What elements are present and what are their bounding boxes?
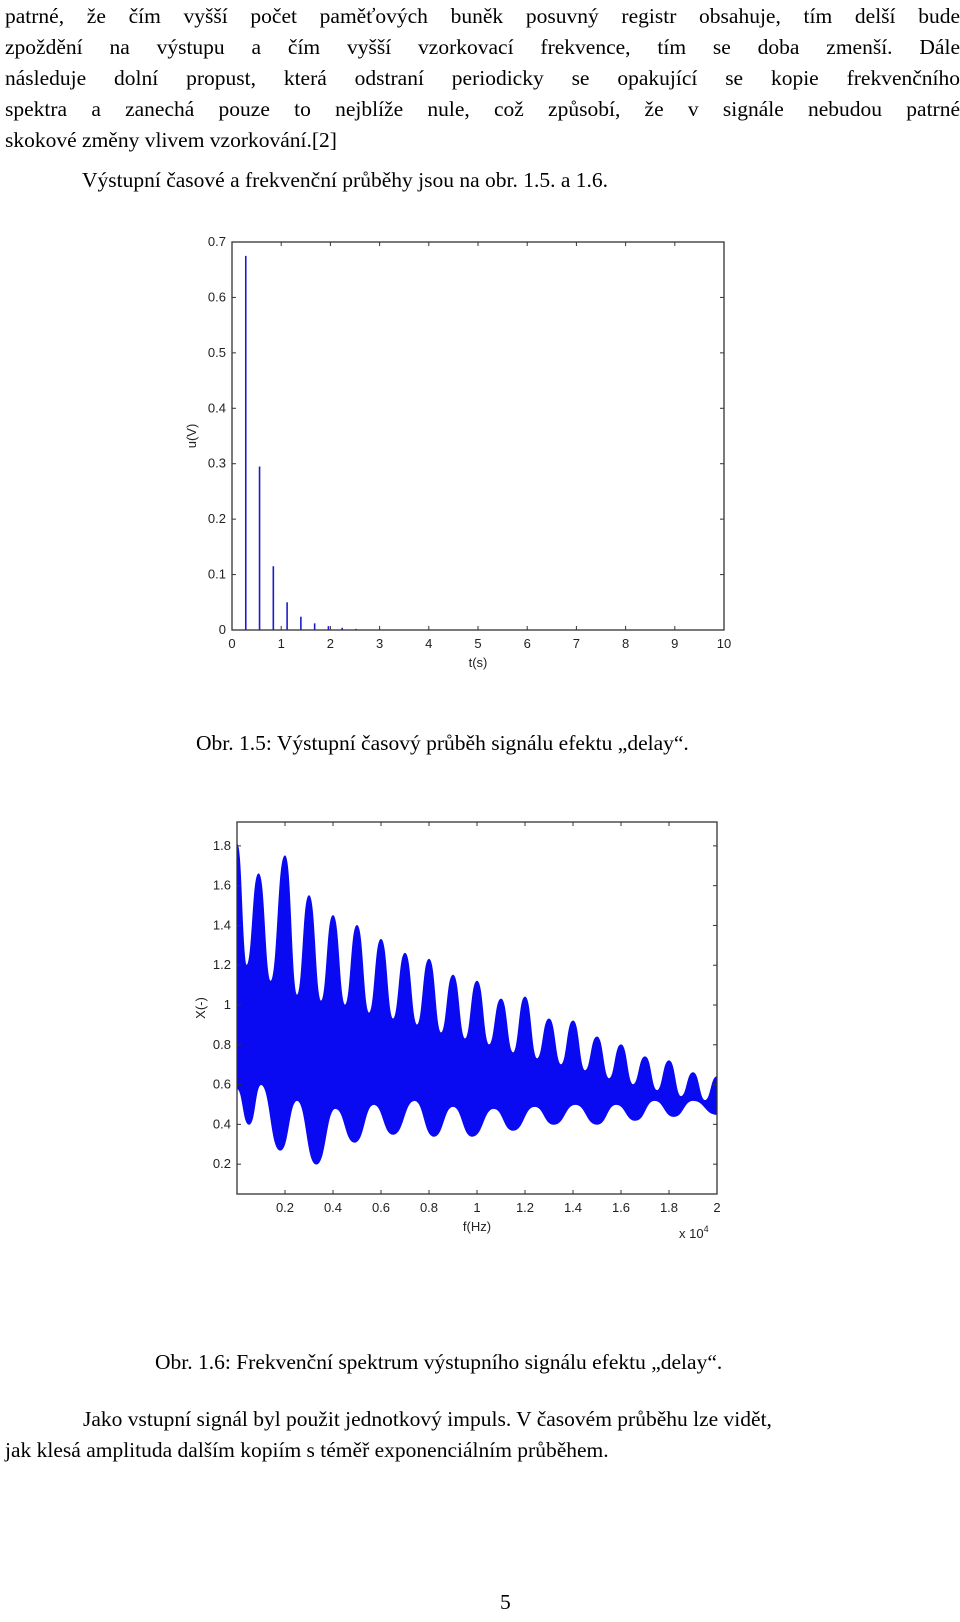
y-tick-label: 0.5 [208, 345, 226, 360]
x-tick-label: 2 [327, 636, 334, 651]
x-tick-label: 8 [622, 636, 629, 651]
page-number: 5 [500, 1590, 511, 1614]
y-axis-label: X(-) [193, 997, 208, 1019]
x-tick-label: 10 [717, 636, 731, 651]
paragraph-line: Jako vstupní signál byl použit jednotkov… [83, 1407, 772, 1431]
y-tick-label: 0.4 [213, 1116, 231, 1131]
paragraph-line: patrné, že čím vyšší počet paměťových bu… [5, 4, 960, 28]
x-tick-label: 1.8 [660, 1200, 678, 1215]
x-tick-label: 4 [425, 636, 432, 651]
y-tick-label: 0.3 [208, 456, 226, 471]
x-tick-label: 7 [573, 636, 580, 651]
x-tick-label: 0.8 [420, 1200, 438, 1215]
paragraph-line: následuje dolní propust, která odstraní … [5, 66, 960, 90]
figure-intro-text: Výstupní časové a frekvenční průběhy jso… [82, 168, 609, 192]
x-tick-label: 0.2 [276, 1200, 294, 1215]
x-tick-label: 0.4 [324, 1200, 342, 1215]
spectrum-area [236, 843, 718, 1165]
x-tick-label: 6 [524, 636, 531, 651]
x-tick-label: 1.4 [564, 1200, 582, 1215]
x-tick-label: 1.6 [612, 1200, 630, 1215]
figure-caption-1: Obr. 1.5: Výstupní časový průběh signálu… [196, 731, 689, 755]
x-tick-label: 2 [713, 1200, 720, 1215]
y-tick-label: 1.6 [213, 878, 231, 893]
y-tick-label: 0.6 [208, 289, 226, 304]
x-tick-label: 1 [473, 1200, 480, 1215]
paragraph-line: zpoždění na výstupu a čím vyšší vzorkova… [5, 35, 960, 59]
plot-frame [236, 821, 718, 1195]
y-tick-label: 1.4 [213, 917, 231, 932]
x-tick-label: 1 [278, 636, 285, 651]
y-tick-label: 0.6 [213, 1077, 231, 1092]
y-axis-label: u(V) [184, 424, 199, 449]
x-axis-label: f(Hz) [463, 1219, 491, 1234]
y-tick-label: 0.4 [208, 400, 226, 415]
paragraph-line: skokové změny vlivem vzorkování.[2] [5, 128, 337, 152]
y-tick-label: 1.2 [213, 957, 231, 972]
paragraph-line: jak klesá amplituda dalším kopiím s témě… [5, 1438, 609, 1462]
x-tick-label: 0 [228, 636, 235, 651]
y-tick-label: 0.2 [213, 1156, 231, 1171]
x-tick-label: 0.6 [372, 1200, 390, 1215]
frequency-spectrum-chart: 0.2 0.4 0.6 0.8 1 1.2 1.4 1.6 1.8 2 0.2 0.4 0.6 0.8 1 1… [193, 821, 721, 1241]
plot-frame [231, 241, 725, 631]
y-tick-label: 1.8 [213, 838, 231, 853]
y-tick-label: 0.1 [208, 567, 226, 582]
x-tick-label: 1.2 [516, 1200, 534, 1215]
y-tick-label: 0.8 [213, 1037, 231, 1052]
x-tick-label: 5 [474, 636, 481, 651]
y-tick-label: 0 [219, 622, 226, 637]
paragraph-bottom: Jako vstupní signál byl použit jednotkov… [5, 1404, 960, 1466]
y-tick-label: 0.2 [208, 511, 226, 526]
x-axis-multiplier: x 104 [679, 1224, 709, 1241]
figure-caption-2: Obr. 1.6: Frekvenční spektrum výstupního… [155, 1350, 723, 1374]
y-tick-label: 0.7 [208, 234, 226, 249]
x-tick-label: 9 [671, 636, 678, 651]
paragraph-top: patrné, že čím vyšší počet paměťových bu… [5, 1, 960, 156]
y-tick-label: 1 [224, 997, 231, 1012]
x-axis-label: t(s) [469, 655, 488, 670]
x-tick-label: 3 [376, 636, 383, 651]
paragraph-line: spektra a zanechá pouze to nejblíže nule… [5, 97, 960, 121]
